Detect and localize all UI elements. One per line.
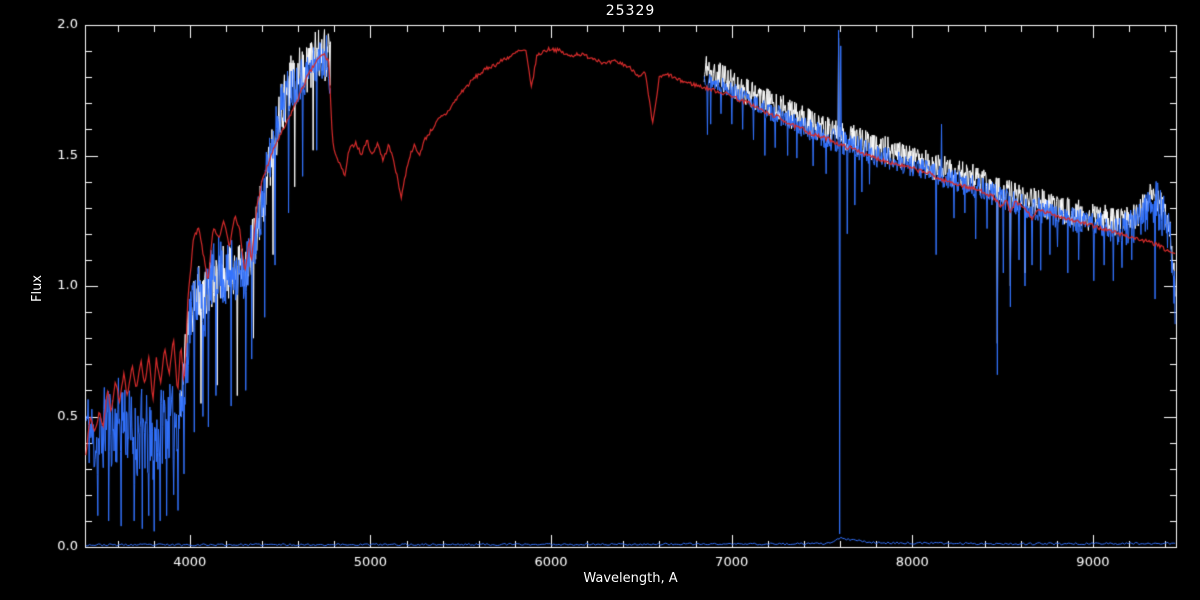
y-axis-label: Flux [30,274,45,302]
x-axis-label: Wavelength, A [583,571,678,586]
plot-title: 25329 [605,3,656,19]
